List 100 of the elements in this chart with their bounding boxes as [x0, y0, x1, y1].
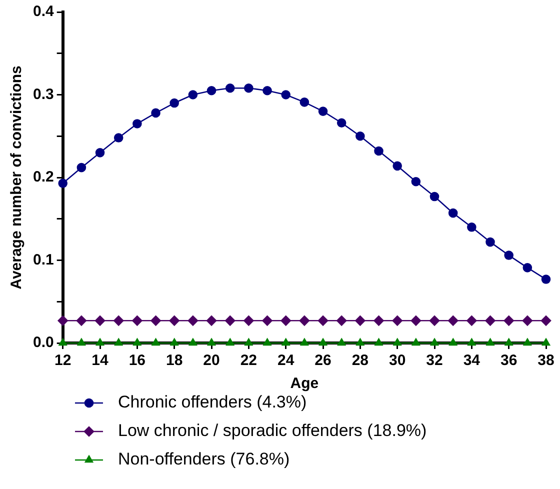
point	[318, 106, 328, 116]
point	[132, 316, 142, 326]
point	[540, 316, 552, 326]
point	[410, 316, 422, 326]
point	[468, 338, 476, 346]
point	[355, 316, 366, 326]
point	[430, 338, 439, 346]
point	[392, 316, 402, 326]
point	[467, 222, 476, 232]
point	[429, 316, 440, 326]
legend-label: Non-offenders (76.8%)	[118, 450, 290, 469]
point	[392, 161, 402, 171]
x-tick-label: 18	[166, 352, 183, 370]
point	[523, 338, 532, 346]
x-tick-label: 26	[314, 352, 332, 370]
point	[318, 316, 328, 326]
x-tick-label: 22	[240, 352, 258, 370]
point	[114, 133, 124, 142]
x-tick-label: 24	[278, 352, 295, 370]
point	[225, 83, 235, 93]
point	[150, 316, 161, 326]
x-tick-label: 36	[500, 352, 518, 370]
x-tick-label: 38	[538, 352, 554, 370]
point	[486, 338, 494, 346]
point	[486, 237, 495, 247]
point	[504, 338, 513, 346]
point	[542, 338, 550, 346]
y-axis-title: Average number of convictions	[8, 66, 26, 290]
legend-label: Chronic offenders (4.3%)	[118, 392, 307, 412]
point	[374, 338, 383, 346]
point	[318, 338, 328, 346]
x-tick-label: 32	[426, 352, 443, 370]
point	[448, 316, 458, 326]
x-tick-label: 34	[463, 352, 481, 370]
x-tick-label: 14	[92, 352, 110, 370]
point	[300, 98, 310, 107]
point	[393, 338, 402, 346]
point	[170, 338, 178, 346]
point	[207, 338, 216, 346]
point	[356, 338, 364, 346]
point	[336, 316, 347, 326]
point	[133, 338, 142, 346]
x-tick-label: 16	[128, 352, 146, 370]
point	[448, 338, 458, 346]
point	[244, 338, 253, 346]
legend-label: Low chronic / sporadic offenders (18.9%)	[118, 421, 427, 440]
point	[485, 316, 496, 326]
x-tick-label: 12	[54, 352, 72, 370]
point	[169, 316, 180, 326]
y-tick-label: 0.4	[32, 3, 54, 20]
y-tick-label: 0.2	[32, 168, 54, 186]
point	[58, 178, 68, 188]
point	[113, 316, 124, 326]
point	[170, 98, 179, 108]
point	[244, 83, 254, 93]
point	[448, 208, 458, 218]
y-tick-label: 0.0	[32, 334, 54, 352]
point	[95, 148, 105, 158]
x-tick-label: 30	[388, 352, 406, 370]
y-tick-label: 0.3	[32, 86, 54, 103]
y-tick-label: 0.1	[32, 251, 54, 268]
point	[77, 338, 86, 346]
point	[522, 316, 533, 326]
point	[281, 90, 290, 100]
point	[226, 338, 234, 346]
point	[466, 316, 477, 326]
point	[58, 338, 67, 346]
point	[244, 316, 254, 326]
point	[411, 176, 421, 186]
x-tick-label: 28	[352, 352, 369, 370]
point	[504, 316, 514, 326]
x-axis-title: Age	[290, 375, 319, 392]
point	[262, 316, 272, 326]
point	[262, 86, 272, 96]
point	[299, 316, 310, 326]
point	[76, 162, 86, 172]
point	[280, 316, 291, 326]
point	[132, 119, 142, 128]
point	[151, 108, 160, 118]
point	[206, 316, 217, 326]
point	[94, 316, 106, 326]
point	[114, 338, 123, 346]
point	[522, 263, 532, 272]
point	[188, 316, 198, 326]
point	[206, 86, 216, 96]
point	[412, 338, 420, 346]
point	[374, 146, 384, 156]
x-tick-label: 20	[203, 352, 220, 370]
point	[96, 338, 104, 346]
point	[224, 316, 236, 326]
point	[282, 338, 290, 346]
point	[504, 250, 514, 260]
point	[76, 316, 87, 326]
point	[374, 316, 384, 326]
point	[430, 192, 440, 202]
point	[336, 118, 346, 128]
point	[356, 131, 365, 141]
point	[263, 338, 272, 346]
point	[300, 338, 309, 346]
point	[188, 90, 198, 100]
